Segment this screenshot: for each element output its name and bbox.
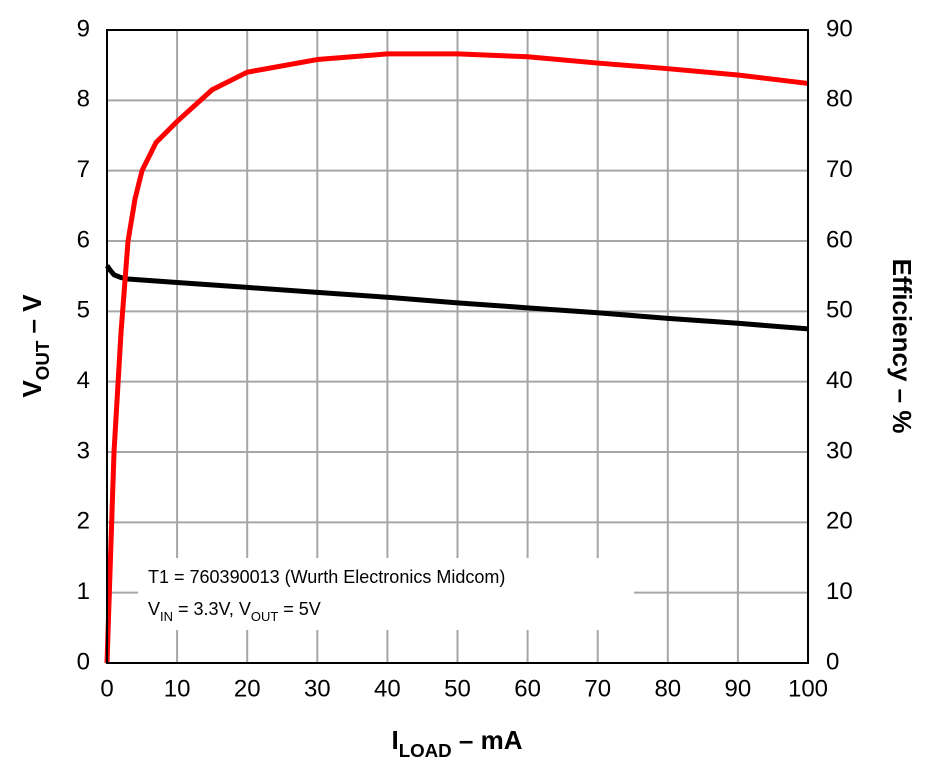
y2-axis-label: Efficiency – % <box>887 259 917 434</box>
y2-tick-label: 90 <box>826 15 853 42</box>
label-part: = 3.3V, V <box>173 599 251 619</box>
labels: 0 10 20 30 40 50 60 70 80 90 100012345678901020304… <box>17 15 917 761</box>
label-part: V <box>148 599 160 619</box>
y-tick-label: 4 <box>77 367 90 394</box>
y-tick-label: 3 <box>77 437 90 464</box>
y2-tick-label: 30 <box>826 437 853 464</box>
y2-tick-label: 20 <box>826 508 853 535</box>
x-tick-label: 40 <box>374 675 401 702</box>
x-tick-label: 20 <box>234 675 261 702</box>
annotation: VIN = 3.3V, VOUT = 5V <box>148 599 321 624</box>
annotation: T1 = 760390013 (Wurth Electronics Midcom… <box>148 567 505 587</box>
label-part: I <box>391 725 398 755</box>
y-tick-label: 8 <box>77 86 90 113</box>
y-tick-label: 6 <box>77 226 90 253</box>
data-line <box>104 51 809 664</box>
y-tick-label: 5 <box>77 297 90 324</box>
x-tick-label: 60 <box>514 675 541 702</box>
y-tick-label: 9 <box>77 15 90 42</box>
x-tick-label: 50 <box>444 675 471 702</box>
x-tick-label: 80 <box>654 675 681 702</box>
label-part: V <box>17 380 47 398</box>
label-part: Efficiency – % <box>887 259 917 434</box>
y-tick-label: 0 <box>77 648 90 675</box>
y-tick-label: 2 <box>77 508 90 535</box>
x-axis-label: ILOAD – mA <box>391 725 522 762</box>
x-tick-label: 70 <box>584 675 611 702</box>
y2-tick-label: 80 <box>826 86 853 113</box>
plot-frame <box>106 29 809 664</box>
data-line <box>104 264 809 332</box>
y2-tick-label: 0 <box>826 648 839 675</box>
x-tick-label: 30 <box>304 675 331 702</box>
label-part: T1 = 760390013 (Wurth Electronics Midcom… <box>148 567 505 587</box>
y-tick-label: 7 <box>77 156 90 183</box>
y2-tick-label: 40 <box>826 367 853 394</box>
label-part: – V <box>17 294 47 341</box>
x-tick-label: 90 <box>725 675 752 702</box>
plot-lines <box>104 51 809 664</box>
y2-tick-label: 70 <box>826 156 853 183</box>
y2-tick-label: 50 <box>826 297 853 324</box>
label-part: – mA <box>452 725 523 755</box>
label-part: IN <box>160 609 173 624</box>
y-axis-label: VOUT – V <box>17 294 54 398</box>
y2-tick-label: 10 <box>826 578 853 605</box>
label-part: LOAD <box>399 740 452 761</box>
x-tick-label: 0 <box>100 675 113 702</box>
y-tick-label: 1 <box>77 578 90 605</box>
label-part: = 5V <box>278 599 321 619</box>
label-part: OUT <box>32 340 53 380</box>
x-tick-label: 10 <box>164 675 191 702</box>
label-part: OUT <box>251 609 278 624</box>
y2-tick-label: 60 <box>826 226 853 253</box>
annotation-background <box>138 558 634 630</box>
x-tick-label: 100 <box>788 675 828 702</box>
